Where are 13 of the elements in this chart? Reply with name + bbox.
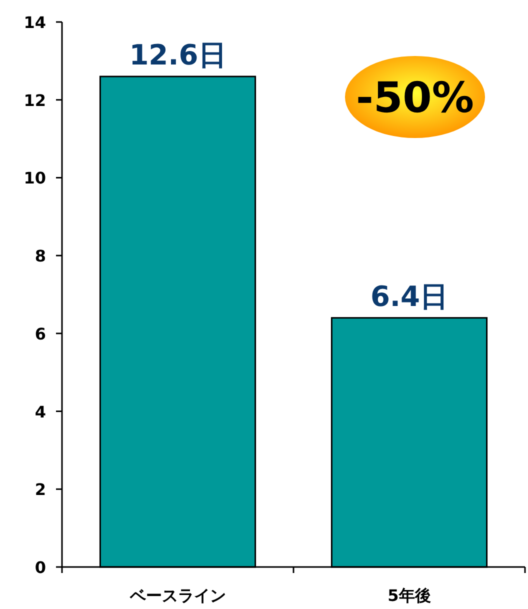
y-tick-label: 2 <box>34 480 46 500</box>
x-tick-label: ベースライン <box>128 586 226 605</box>
y-tick-label: 4 <box>34 402 46 422</box>
annotation: -50% <box>356 73 474 122</box>
y-tick-label: 10 <box>24 168 46 188</box>
y-tick-label: 12 <box>24 90 46 110</box>
data-label: 12.6日 <box>129 38 226 72</box>
y-tick-label: 6 <box>34 324 46 344</box>
y-tick-label: 0 <box>34 558 46 577</box>
y-tick-label: 14 <box>24 13 46 32</box>
y-tick-label: 8 <box>34 246 46 266</box>
x-tick-label: 5年後 <box>388 586 431 605</box>
data-label: 6.4日 <box>370 280 448 313</box>
